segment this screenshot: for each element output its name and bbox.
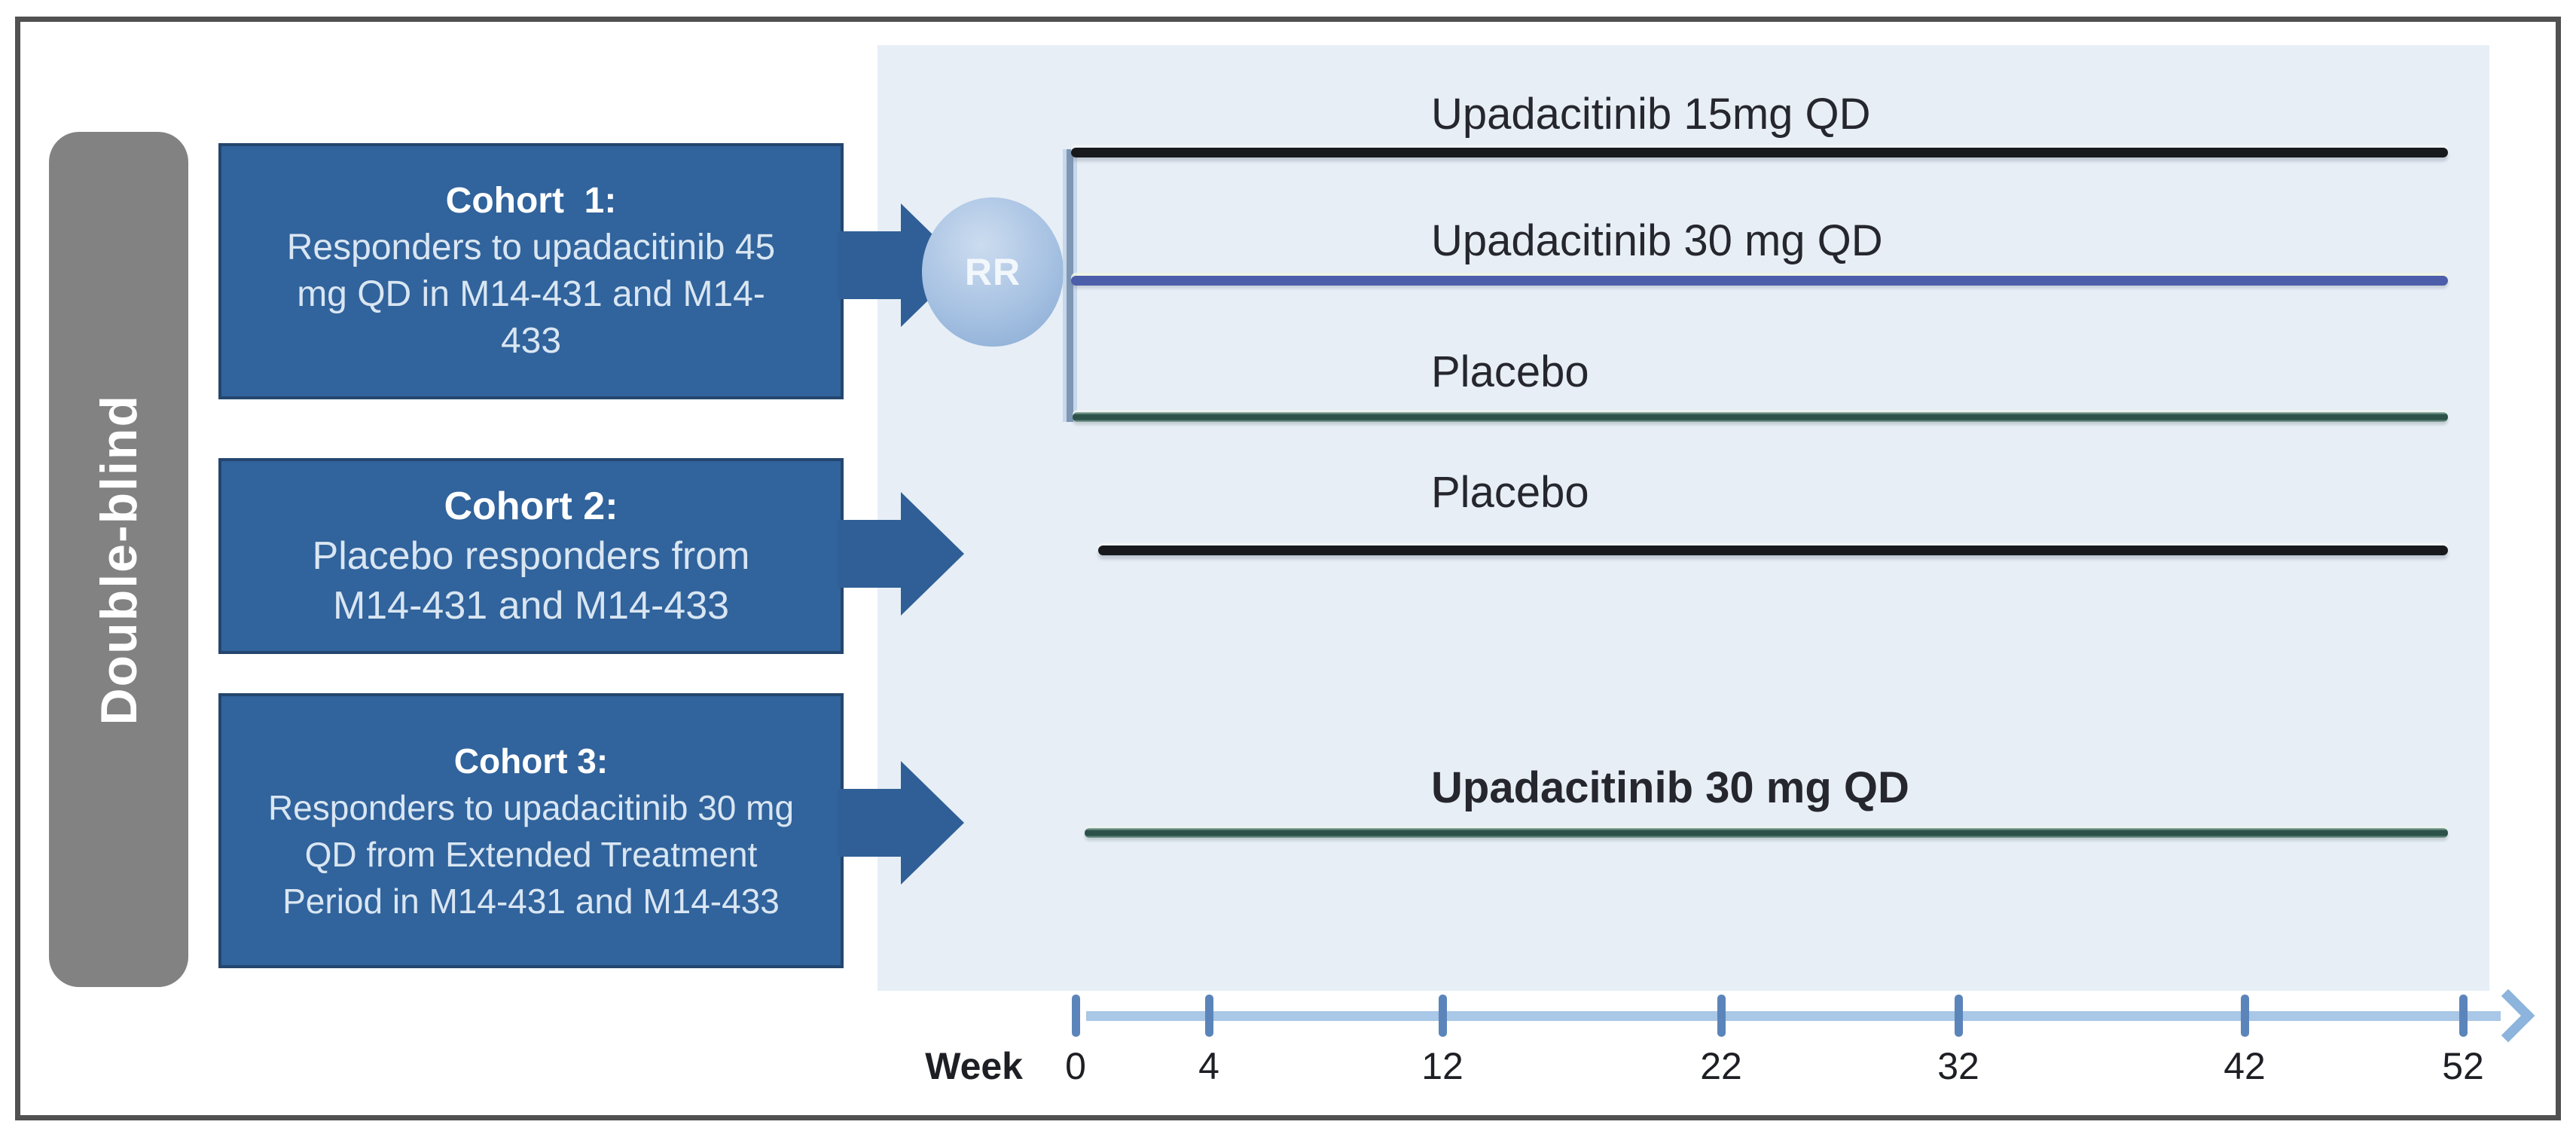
week-tick-32 <box>1955 995 1963 1037</box>
cohort-1-arm-3-label: Placebo <box>1431 347 1589 396</box>
week-tick-label-42: 42 <box>2223 1045 2266 1087</box>
cohort-2-title: Cohort 2: <box>444 484 618 528</box>
cohort-2-box: Cohort 2: Placebo responders from M14-43… <box>218 458 844 654</box>
timeline-axis <box>1086 1011 2501 1021</box>
week-tick-label-12: 12 <box>1421 1045 1463 1087</box>
cohort-1-arm-3-line <box>1073 412 2448 422</box>
cohort-1-arm-2-line <box>1071 276 2448 286</box>
cohort-1-title: Cohort 1: <box>445 181 617 221</box>
week-axis-label: Week <box>925 1045 1023 1087</box>
phase-bar: Double-blind <box>49 132 188 987</box>
cohort-2-flow-arrow-icon <box>838 492 964 616</box>
week-tick-0 <box>1072 995 1080 1037</box>
arrow-shaft <box>838 520 902 588</box>
phase-label: Double-blind <box>90 393 148 726</box>
rerandomization-label: RR <box>964 251 1021 293</box>
cohort-1-desc-line-2: mg QD in M14-431 and M14- <box>297 274 765 314</box>
arrow-shaft <box>838 789 902 857</box>
cohort-3-title: Cohort 3: <box>453 741 609 781</box>
cohort-2-desc-line-2: M14-431 and M14-433 <box>332 584 730 628</box>
week-tick-label-52: 52 <box>2442 1045 2484 1087</box>
week-tick-label-4: 4 <box>1198 1045 1219 1087</box>
cohort-1-desc-line-1: Responders to upadacitinib 45 <box>286 228 776 267</box>
arrow-head <box>901 492 964 616</box>
cohort-1-branch-connector <box>1067 149 1073 422</box>
cohort-3-arm-1-label: Upadacitinib 30 mg QD <box>1431 763 1909 812</box>
week-tick-label-32: 32 <box>1937 1045 1979 1087</box>
cohort-3-desc-line-2: QD from Extended Treatment <box>304 834 758 874</box>
cohort-1-box: Cohort 1: Responders to upadacitinib 45 … <box>218 143 844 399</box>
week-tick-22 <box>1717 995 1726 1037</box>
week-tick-label-0: 0 <box>1065 1045 1086 1087</box>
study-period-panel <box>877 45 2489 991</box>
cohort-1-arm-1-label: Upadacitinib 15mg QD <box>1431 90 1871 139</box>
week-tick-52 <box>2459 995 2468 1037</box>
cohort-3-desc-line-3: Period in M14-431 and M14-433 <box>282 881 780 921</box>
rerandomization-circle: RR <box>922 197 1064 347</box>
arrow-shaft <box>838 231 902 299</box>
arrow-head <box>901 761 964 885</box>
week-tick-label-22: 22 <box>1700 1045 1742 1087</box>
cohort-2-arm-1-label: Placebo <box>1431 468 1589 517</box>
cohort-3-desc-line-1: Responders to upadacitinib 30 mg <box>267 787 795 827</box>
cohort-3-arm-1-line <box>1085 828 2448 838</box>
cohort-1-arm-1-line <box>1071 148 2448 157</box>
cohort-1-desc-line-3: 433 <box>500 321 562 361</box>
week-tick-42 <box>2241 995 2249 1037</box>
cohort-2-desc-line-1: Placebo responders from <box>312 534 750 578</box>
cohort-3-flow-arrow-icon <box>838 761 964 885</box>
cohort-3-box: Cohort 3: Responders to upadacitinib 30 … <box>218 693 844 968</box>
cohort-1-arm-2-label: Upadacitinib 30 mg QD <box>1431 216 1883 265</box>
cohort-2-arm-1-line <box>1098 546 2448 555</box>
week-tick-4 <box>1205 995 1213 1037</box>
week-tick-12 <box>1439 995 1447 1037</box>
